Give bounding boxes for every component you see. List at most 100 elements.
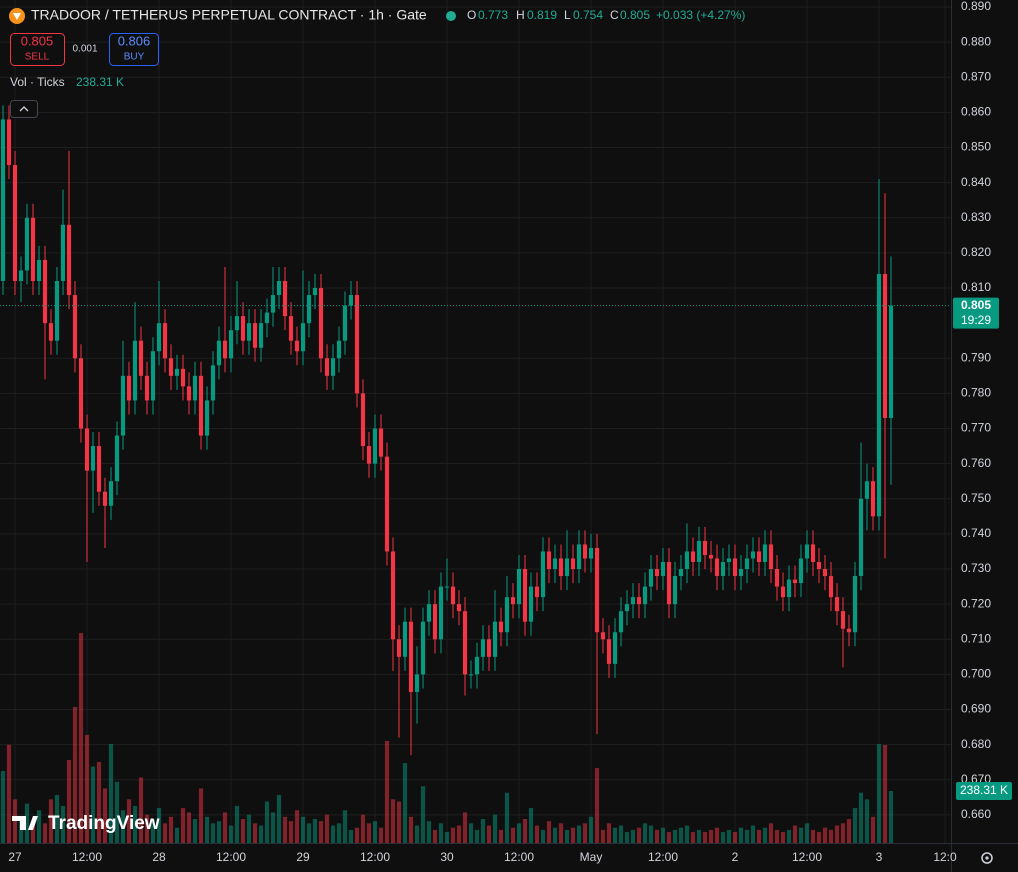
volume-bar xyxy=(264,801,270,843)
volume-bar xyxy=(126,799,132,843)
collapse-button[interactable] xyxy=(10,100,38,118)
candle-body xyxy=(528,586,534,622)
candle-body xyxy=(408,621,414,692)
candle-body xyxy=(546,551,552,570)
volume-bar xyxy=(66,760,72,843)
candle-body xyxy=(714,558,720,577)
volume-bar xyxy=(810,829,816,843)
volume-bar xyxy=(0,770,6,843)
chart-title[interactable]: TRADOOR / TETHERUS PERPETUAL CONTRACT · … xyxy=(31,7,427,23)
candle-body xyxy=(804,544,810,559)
volume-bar xyxy=(594,768,600,843)
ohlc-letter: L xyxy=(564,8,571,22)
volume-bar xyxy=(336,823,342,843)
volume-bar xyxy=(480,818,486,843)
candle-body xyxy=(630,597,636,605)
candle-body xyxy=(450,586,456,605)
candle-body xyxy=(504,597,510,633)
candle-body xyxy=(216,340,222,366)
volume-bar xyxy=(156,808,162,843)
candle-body xyxy=(768,544,774,570)
volume-bar xyxy=(198,788,204,843)
sell-button[interactable] xyxy=(10,33,65,66)
ohlc-value: 0.754 xyxy=(573,8,603,22)
volume-bar xyxy=(132,805,138,843)
volume-bar xyxy=(654,829,660,843)
candle-body xyxy=(558,558,564,577)
last-price-label: 0.805 xyxy=(961,298,991,312)
candle-body xyxy=(168,358,174,376)
y-tick-label: 0.810 xyxy=(961,280,991,294)
volume-bar xyxy=(792,825,798,843)
volume-bar xyxy=(414,825,420,843)
volume-bar xyxy=(696,829,702,843)
volume-bar xyxy=(294,810,300,843)
volume-bar xyxy=(366,823,372,843)
volume-bar xyxy=(96,761,102,843)
buy-price: 0.806 xyxy=(118,33,151,48)
settings-icon[interactable] xyxy=(981,852,993,864)
candle-body xyxy=(282,281,288,317)
volume-bar xyxy=(588,816,594,843)
candle-body xyxy=(684,551,690,570)
ohlc-letter: C xyxy=(610,8,619,22)
volume-bar xyxy=(330,825,336,843)
x-tick-label: 2 xyxy=(732,850,739,864)
volume-bar xyxy=(426,821,432,843)
candle-body xyxy=(870,481,876,517)
candle-body xyxy=(234,316,240,331)
volume-bar xyxy=(390,799,396,843)
volume-bar xyxy=(816,832,822,843)
volume-bar xyxy=(222,812,228,843)
x-tick-label: 12:00 xyxy=(504,850,534,864)
volume-bar xyxy=(456,825,462,843)
x-tick-label: 12:00 xyxy=(216,850,246,864)
volume-bar xyxy=(750,825,756,843)
volume-tag-label: 238.31 K xyxy=(960,783,1008,797)
volume-bar xyxy=(12,799,18,843)
volume-bar xyxy=(444,832,450,843)
candle-body xyxy=(834,597,840,612)
candle-body xyxy=(774,569,780,587)
price-change: +0.033 (+4.27%) xyxy=(656,8,745,22)
volume-legend[interactable]: Vol · Ticks xyxy=(10,75,65,89)
volume-bar xyxy=(780,832,786,843)
volume-bar xyxy=(318,821,324,843)
candle-body xyxy=(666,562,672,605)
candle-body xyxy=(156,323,162,352)
ohlc-value: 0.805 xyxy=(620,8,650,22)
volume-bar xyxy=(522,818,528,843)
volume-bar xyxy=(54,794,60,843)
volume-bar xyxy=(798,827,804,843)
buy-button[interactable] xyxy=(109,33,159,66)
volume-bar xyxy=(102,788,108,843)
volume-bar xyxy=(90,766,96,843)
candle-body xyxy=(360,393,366,447)
volume-bar xyxy=(234,805,240,843)
candle-body xyxy=(846,628,852,633)
candle-body xyxy=(522,569,528,622)
countdown: 19:29 xyxy=(961,313,991,327)
candle-body xyxy=(624,604,630,612)
x-tick-label: 12:0 xyxy=(933,850,957,864)
volume-bar xyxy=(540,829,546,843)
volume-bar xyxy=(84,734,90,843)
candle-body xyxy=(180,368,186,387)
volume-bar xyxy=(270,812,276,843)
volume-bar xyxy=(468,823,474,843)
volume-bar xyxy=(288,821,294,843)
volume-bar xyxy=(612,827,618,843)
volume-bar xyxy=(786,829,792,843)
candle-body xyxy=(426,604,432,622)
candle-body xyxy=(354,295,360,394)
candle-body xyxy=(30,217,36,281)
volume-bar xyxy=(804,823,810,843)
volume-bar xyxy=(30,821,36,843)
candle-body xyxy=(516,569,522,605)
volume-bar xyxy=(846,818,852,843)
candle-body xyxy=(84,428,90,471)
y-tick-label: 0.720 xyxy=(961,596,991,610)
volume-bar xyxy=(576,825,582,843)
candle-body xyxy=(762,544,768,562)
